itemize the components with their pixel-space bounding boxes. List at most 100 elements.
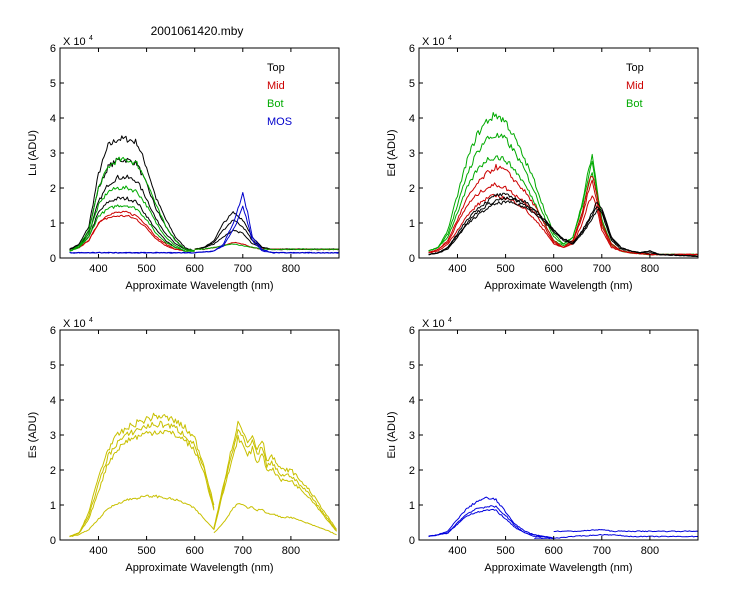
y-tick-label: 6 — [50, 325, 56, 337]
y-tick-label: 6 — [409, 325, 415, 337]
y-tick-label: 3 — [409, 430, 415, 442]
series-line-mid — [428, 163, 698, 256]
series-line-eu — [553, 529, 698, 533]
series-line-es — [213, 503, 337, 536]
y-tick-label: 5 — [409, 360, 415, 372]
y-tick-label: 3 — [50, 430, 56, 442]
x-tick-label: 400 — [89, 545, 107, 557]
plot-frame — [59, 47, 340, 259]
x-tick-label: 800 — [282, 545, 300, 557]
legend-entry-bot: Bot — [626, 98, 643, 110]
figure-title: 2001061420.mby — [151, 24, 244, 38]
x-axis-label: Approximate Wavelength (nm) — [125, 280, 273, 292]
y-tick-label: 5 — [409, 78, 415, 90]
x-axis-label: Approximate Wavelength (nm) — [484, 280, 632, 292]
y-axis-label: Es (ADU) — [27, 412, 39, 458]
y-tick-label: 1 — [50, 218, 56, 230]
x-axis-label: Approximate Wavelength (nm) — [484, 562, 632, 574]
x-tick-label: 800 — [282, 263, 300, 275]
y-tick-label: 2 — [50, 465, 56, 477]
scale-label: X 10 — [63, 318, 86, 330]
series-line-eu — [428, 496, 554, 539]
y-tick-label: 4 — [409, 395, 415, 407]
x-tick-label: 500 — [137, 263, 155, 275]
series-line-mos — [69, 205, 339, 254]
scale-exponent: 4 — [89, 317, 93, 324]
x-tick-label: 700 — [234, 263, 252, 275]
series-line-top — [194, 211, 339, 251]
series-line-top — [428, 200, 698, 258]
series-line-mid — [428, 193, 698, 256]
x-axis-label: Approximate Wavelength (nm) — [125, 562, 273, 574]
x-tick-label: 400 — [448, 545, 466, 557]
series-line-mid — [69, 214, 195, 252]
series-line-es — [69, 420, 215, 538]
series-line-top — [69, 174, 195, 252]
y-tick-label: 2 — [50, 183, 56, 195]
x-tick-label: 700 — [593, 263, 611, 275]
scale-exponent: 4 — [89, 35, 93, 42]
plot-frame — [418, 329, 699, 541]
legend-entry-top: Top — [267, 62, 285, 74]
plot-frame — [59, 329, 340, 541]
y-tick-label: 1 — [409, 218, 415, 230]
x-tick-label: 400 — [89, 263, 107, 275]
series-line-mos — [69, 192, 339, 254]
y-tick-label: 5 — [50, 360, 56, 372]
y-axis-label: Eu (ADU) — [386, 411, 398, 458]
series-line-es — [213, 429, 338, 532]
y-tick-label: 6 — [50, 43, 56, 55]
y-axis-label: Ed (ADU) — [386, 129, 398, 176]
series-line-es — [213, 420, 338, 530]
x-tick-label: 600 — [545, 545, 563, 557]
x-tick-label: 800 — [641, 263, 659, 275]
y-tick-label: 4 — [50, 395, 56, 407]
y-tick-label: 0 — [50, 253, 56, 265]
x-tick-label: 800 — [641, 545, 659, 557]
y-tick-label: 4 — [50, 113, 56, 125]
x-tick-label: 500 — [496, 545, 514, 557]
series-line-top — [428, 196, 698, 257]
y-tick-label: 6 — [409, 43, 415, 55]
series-group — [428, 496, 698, 540]
legend-entry-mos: MOS — [267, 116, 292, 128]
y-tick-label: 5 — [50, 78, 56, 90]
x-tick-label: 600 — [545, 263, 563, 275]
y-tick-label: 1 — [409, 500, 415, 512]
series-line-top — [69, 196, 195, 252]
scale-label: X 10 — [422, 36, 445, 48]
series-line-top — [194, 219, 339, 251]
x-tick-label: 500 — [496, 263, 514, 275]
y-tick-label: 4 — [409, 113, 415, 125]
series-line-es — [213, 434, 337, 532]
legend-entry-mid: Mid — [267, 80, 285, 92]
series-line-eu — [428, 508, 554, 539]
series-line-bot — [69, 185, 195, 252]
series-line-es — [69, 412, 215, 537]
series-line-es — [69, 430, 215, 537]
y-tick-label: 0 — [50, 535, 56, 547]
x-tick-label: 600 — [186, 263, 204, 275]
scale-label: X 10 — [422, 318, 445, 330]
y-tick-label: 1 — [50, 500, 56, 512]
series-group — [69, 412, 338, 538]
x-tick-label: 400 — [448, 263, 466, 275]
x-tick-label: 700 — [234, 545, 252, 557]
y-tick-label: 3 — [409, 148, 415, 160]
y-tick-label: 3 — [50, 148, 56, 160]
series-line-eu — [534, 534, 698, 540]
y-tick-label: 2 — [409, 183, 415, 195]
y-tick-label: 2 — [409, 465, 415, 477]
scale-exponent: 4 — [448, 35, 452, 42]
legend-entry-top: Top — [626, 62, 644, 74]
series-group — [69, 135, 339, 254]
x-tick-label: 600 — [186, 545, 204, 557]
series-line-bot — [69, 204, 195, 252]
x-tick-label: 700 — [593, 545, 611, 557]
scale-exponent: 4 — [448, 317, 452, 324]
series-group — [428, 112, 698, 258]
y-axis-label: Lu (ADU) — [27, 130, 39, 176]
